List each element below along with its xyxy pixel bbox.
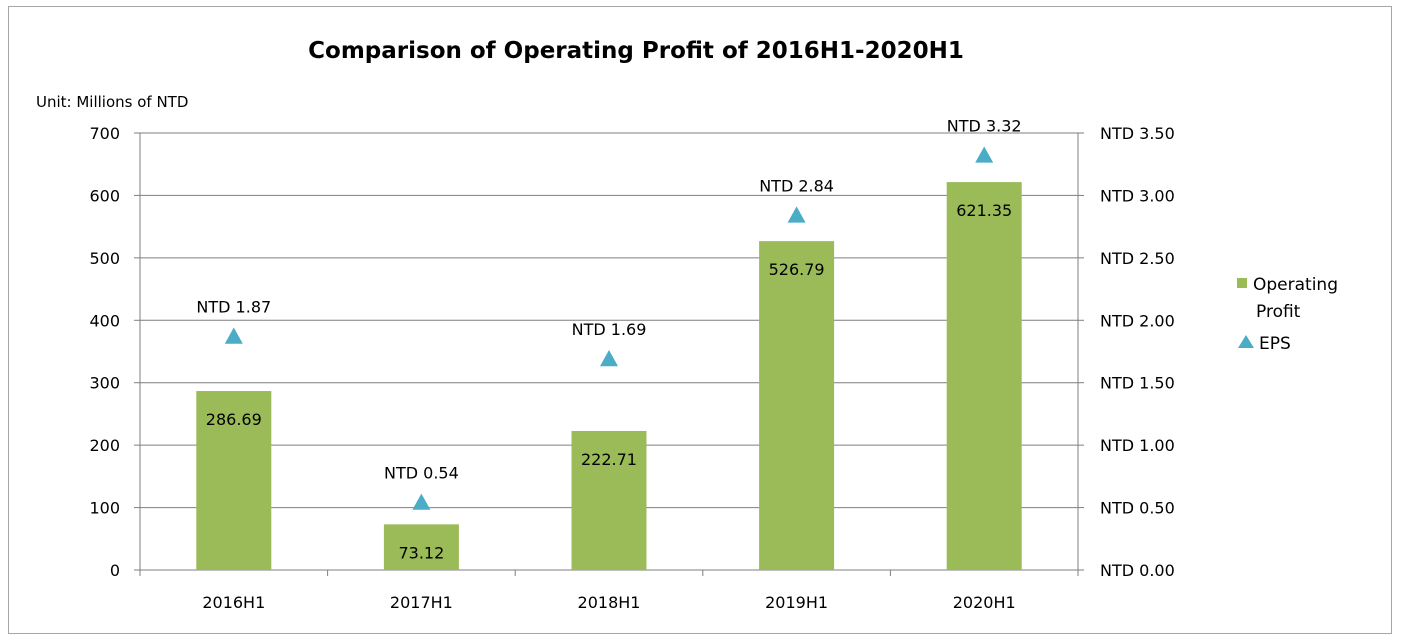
left-tick-label: 300 [89, 374, 120, 393]
axes: 0 100 200 300 400 500 600 700 NTD 0.00 NTD 0.50 NT… [89, 124, 1174, 612]
chart-title: Comparison of Operating Profit of 2016H1… [308, 38, 964, 64]
eps-marker [787, 206, 806, 223]
unit-label: Unit: Millions of NTD [36, 93, 188, 111]
legend-swatch-eps [1238, 335, 1254, 348]
left-tick-label: 200 [89, 436, 120, 455]
legend-swatch-operating-profit [1237, 278, 1247, 288]
eps-markers: NTD 1.87 NTD 0.54 NTD 1.69 NTD 2.84 NTD 3.32 [196, 116, 1022, 510]
legend-label: Operating [1253, 275, 1338, 295]
x-tick-label: 2016H1 [202, 593, 265, 612]
right-tick-label: NTD 2.00 [1100, 311, 1175, 330]
x-tick-label: 2018H1 [578, 593, 641, 612]
eps-marker [975, 146, 994, 163]
right-tick-label: NTD 0.50 [1100, 499, 1175, 518]
bar-value-label: 222.71 [581, 450, 637, 469]
left-tick-label: 0 [110, 561, 120, 580]
legend: Operating Profit EPS [1237, 275, 1338, 354]
eps-value-label: NTD 3.32 [947, 116, 1022, 135]
bars: 286.69 73.12 222.71 526.79 621.35 [196, 182, 1022, 571]
eps-value-label: NTD 1.87 [196, 298, 271, 317]
right-tick-label: NTD 3.50 [1100, 124, 1175, 143]
right-tick-label: NTD 2.50 [1100, 249, 1175, 268]
x-tick-label: 2019H1 [765, 593, 828, 612]
bar [383, 524, 459, 570]
bar [571, 430, 647, 570]
bar [196, 391, 272, 570]
left-tick-label: 700 [89, 124, 120, 143]
left-tick-label: 100 [89, 499, 120, 518]
left-tick-label: 500 [89, 249, 120, 268]
eps-marker [600, 349, 618, 367]
right-tick-label: NTD 0.00 [1100, 561, 1175, 580]
eps-marker [412, 493, 431, 510]
bar-value-label: 526.79 [769, 260, 825, 279]
bar-value-label: 621.35 [956, 201, 1012, 220]
bar [946, 182, 1022, 570]
legend-label: Profit [1256, 302, 1301, 322]
bar [759, 241, 835, 571]
right-tick-label: NTD 3.00 [1100, 186, 1175, 205]
eps-value-label: NTD 0.54 [384, 464, 459, 483]
right-tick-label: NTD 1.00 [1100, 436, 1175, 455]
right-tick-label: NTD 1.50 [1100, 374, 1175, 393]
x-tick-label: 2020H1 [953, 593, 1016, 612]
bar-value-label: 73.12 [398, 543, 444, 562]
eps-marker [224, 327, 243, 344]
left-tick-label: 600 [89, 186, 120, 205]
eps-value-label: NTD 2.84 [759, 176, 834, 195]
bar-value-label: 286.69 [206, 410, 262, 429]
gridlines [140, 132, 1078, 509]
legend-label: EPS [1259, 334, 1291, 354]
x-tick-label: 2017H1 [390, 593, 453, 612]
eps-value-label: NTD 1.69 [572, 320, 647, 339]
left-tick-label: 400 [89, 311, 120, 330]
